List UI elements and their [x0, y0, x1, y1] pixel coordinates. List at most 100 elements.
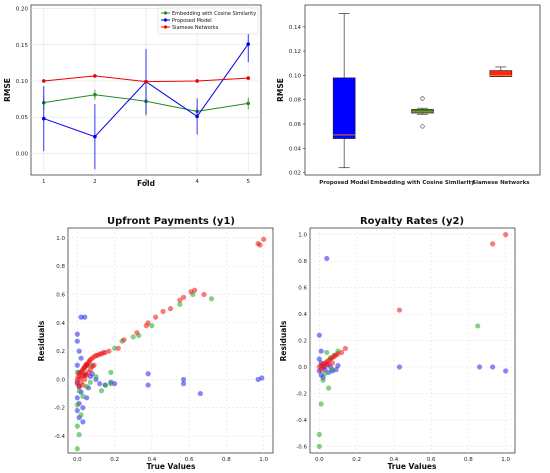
- data-point: [108, 369, 114, 375]
- data-point: [98, 388, 105, 394]
- data-point: [106, 348, 112, 354]
- data-point: [102, 382, 108, 388]
- x-tick-label: Proposed Model: [319, 180, 369, 186]
- plot-frame: [304, 4, 541, 176]
- data-point: [180, 381, 187, 387]
- data-point: [324, 255, 330, 262]
- data-point: [74, 423, 80, 429]
- data-point: [490, 241, 496, 247]
- y-tick-label: -0.2: [54, 406, 65, 412]
- data-point: [80, 405, 86, 411]
- x-tick-label: 1.0: [259, 457, 268, 463]
- y-tick-label: -0.4: [296, 418, 307, 424]
- data-point: [111, 345, 118, 351]
- x-tick-label: Siamese Networks: [472, 180, 530, 186]
- data-point: [111, 381, 118, 387]
- tick-labels: 0.00 0.05 0.10 0.15 0.20 1 2 3 4 5: [16, 7, 251, 185]
- y-tick-label: 0.0: [298, 365, 307, 371]
- data-point: [339, 349, 345, 356]
- rmse-box-plot: RMSE 0.02 0.04 0.06 0.08 0.10 0.12 0.14 Propose…: [276, 4, 541, 186]
- data-point: [74, 395, 80, 401]
- x-tick-label: 5: [246, 179, 250, 185]
- data-point: [145, 320, 151, 326]
- data-point: [335, 363, 341, 369]
- y-tick-label: 0.6: [56, 293, 65, 299]
- data-point: [78, 355, 84, 361]
- fold-rmse-line-chart: Fold RMSE 0.00 0.05 0.10 0.15 0.20 1 2 3 4 5 Embe…: [3, 4, 262, 188]
- y-axis-label: RMSE: [276, 78, 285, 102]
- tick-labels: 0.0 0.2 0.4 0.6 0.8 1.0 -0.4 -0.2 0.0 0.2 0.4 0.6 0.…: [54, 236, 268, 463]
- y-tick-label: 0.08: [289, 98, 302, 104]
- data-point: [322, 370, 328, 377]
- data-point: [195, 114, 199, 119]
- data-point: [74, 446, 80, 452]
- y-tick-label: -0.4: [54, 434, 65, 440]
- x-tick-label: 0.0: [73, 457, 82, 463]
- y-tick-label: 1.0: [56, 236, 65, 242]
- y-tick-label: 0.00: [16, 151, 29, 157]
- legend-label: Embedding with Cosine Similarity: [172, 11, 256, 17]
- chart-title: Royalty Rates (y2): [360, 216, 464, 227]
- x-tick-label: Embedding with Cosine Similarity: [370, 180, 475, 186]
- outlier: [420, 124, 425, 129]
- data-point: [93, 373, 99, 380]
- x-tick-label: 0.4: [389, 457, 398, 463]
- data-point: [246, 42, 251, 46]
- data-point: [144, 79, 148, 84]
- legend-label: Siamese Networks: [172, 25, 219, 31]
- data-point: [180, 294, 187, 300]
- y-tick-label: 0.02: [289, 171, 301, 177]
- data-point: [160, 308, 166, 315]
- data-point: [93, 92, 97, 97]
- data-point: [201, 291, 207, 298]
- tick-labels: 0.02 0.04 0.06 0.08 0.10 0.12 0.14 Proposed Mod…: [289, 25, 531, 186]
- y-axis-label: Residuals: [279, 320, 288, 361]
- data-point: [316, 431, 322, 438]
- y-tick-label: -0.6: [296, 444, 307, 450]
- data-point: [74, 331, 80, 337]
- x-axis-label: True Values: [147, 462, 196, 471]
- data-point: [192, 287, 198, 293]
- data-point: [259, 375, 265, 381]
- y-tick-label: 0.2: [298, 339, 307, 345]
- box: [411, 109, 434, 114]
- legend: Embedding with Cosine Similarity Propose…: [157, 7, 259, 35]
- data-point: [503, 368, 509, 374]
- data-point: [316, 443, 322, 449]
- y-tick-label: 0.0: [56, 377, 65, 383]
- data-point: [145, 382, 151, 388]
- data-point: [82, 314, 88, 320]
- data-point: [177, 297, 183, 303]
- box: [489, 70, 513, 77]
- box-marks: [332, 13, 513, 169]
- data-point: [329, 367, 335, 373]
- x-tick-label: 1: [42, 179, 46, 185]
- data-point: [130, 334, 136, 340]
- scatter-points: [74, 236, 267, 452]
- data-point: [318, 348, 324, 354]
- data-point: [83, 371, 89, 377]
- data-point: [257, 242, 263, 248]
- data-point: [41, 116, 46, 121]
- data-point: [74, 402, 80, 408]
- data-point: [316, 332, 322, 338]
- y-tick-label: 0.4: [56, 321, 65, 327]
- tick-labels: 0.0 0.2 0.4 0.6 0.8 1.0 -0.6 -0.4 -0.2 0.0 0.2 0.4 0…: [296, 233, 510, 463]
- y-tick-label: 0.2: [56, 349, 65, 355]
- data-point: [93, 134, 97, 139]
- data-point: [333, 367, 339, 373]
- y-axis-label: RMSE: [3, 78, 12, 102]
- plot-frame: [67, 227, 274, 454]
- upfront-payments-scatter: Upfront Payments (y1) True Values Residu…: [37, 216, 274, 471]
- legend-box: [157, 7, 259, 35]
- data-point: [396, 364, 403, 370]
- data-point: [121, 337, 127, 343]
- data-point: [475, 323, 481, 329]
- series-marks: [41, 25, 251, 170]
- data-point: [326, 385, 332, 391]
- x-tick-label: 4: [195, 179, 199, 185]
- data-point: [78, 314, 84, 320]
- data-point: [76, 432, 82, 438]
- data-point: [149, 323, 155, 329]
